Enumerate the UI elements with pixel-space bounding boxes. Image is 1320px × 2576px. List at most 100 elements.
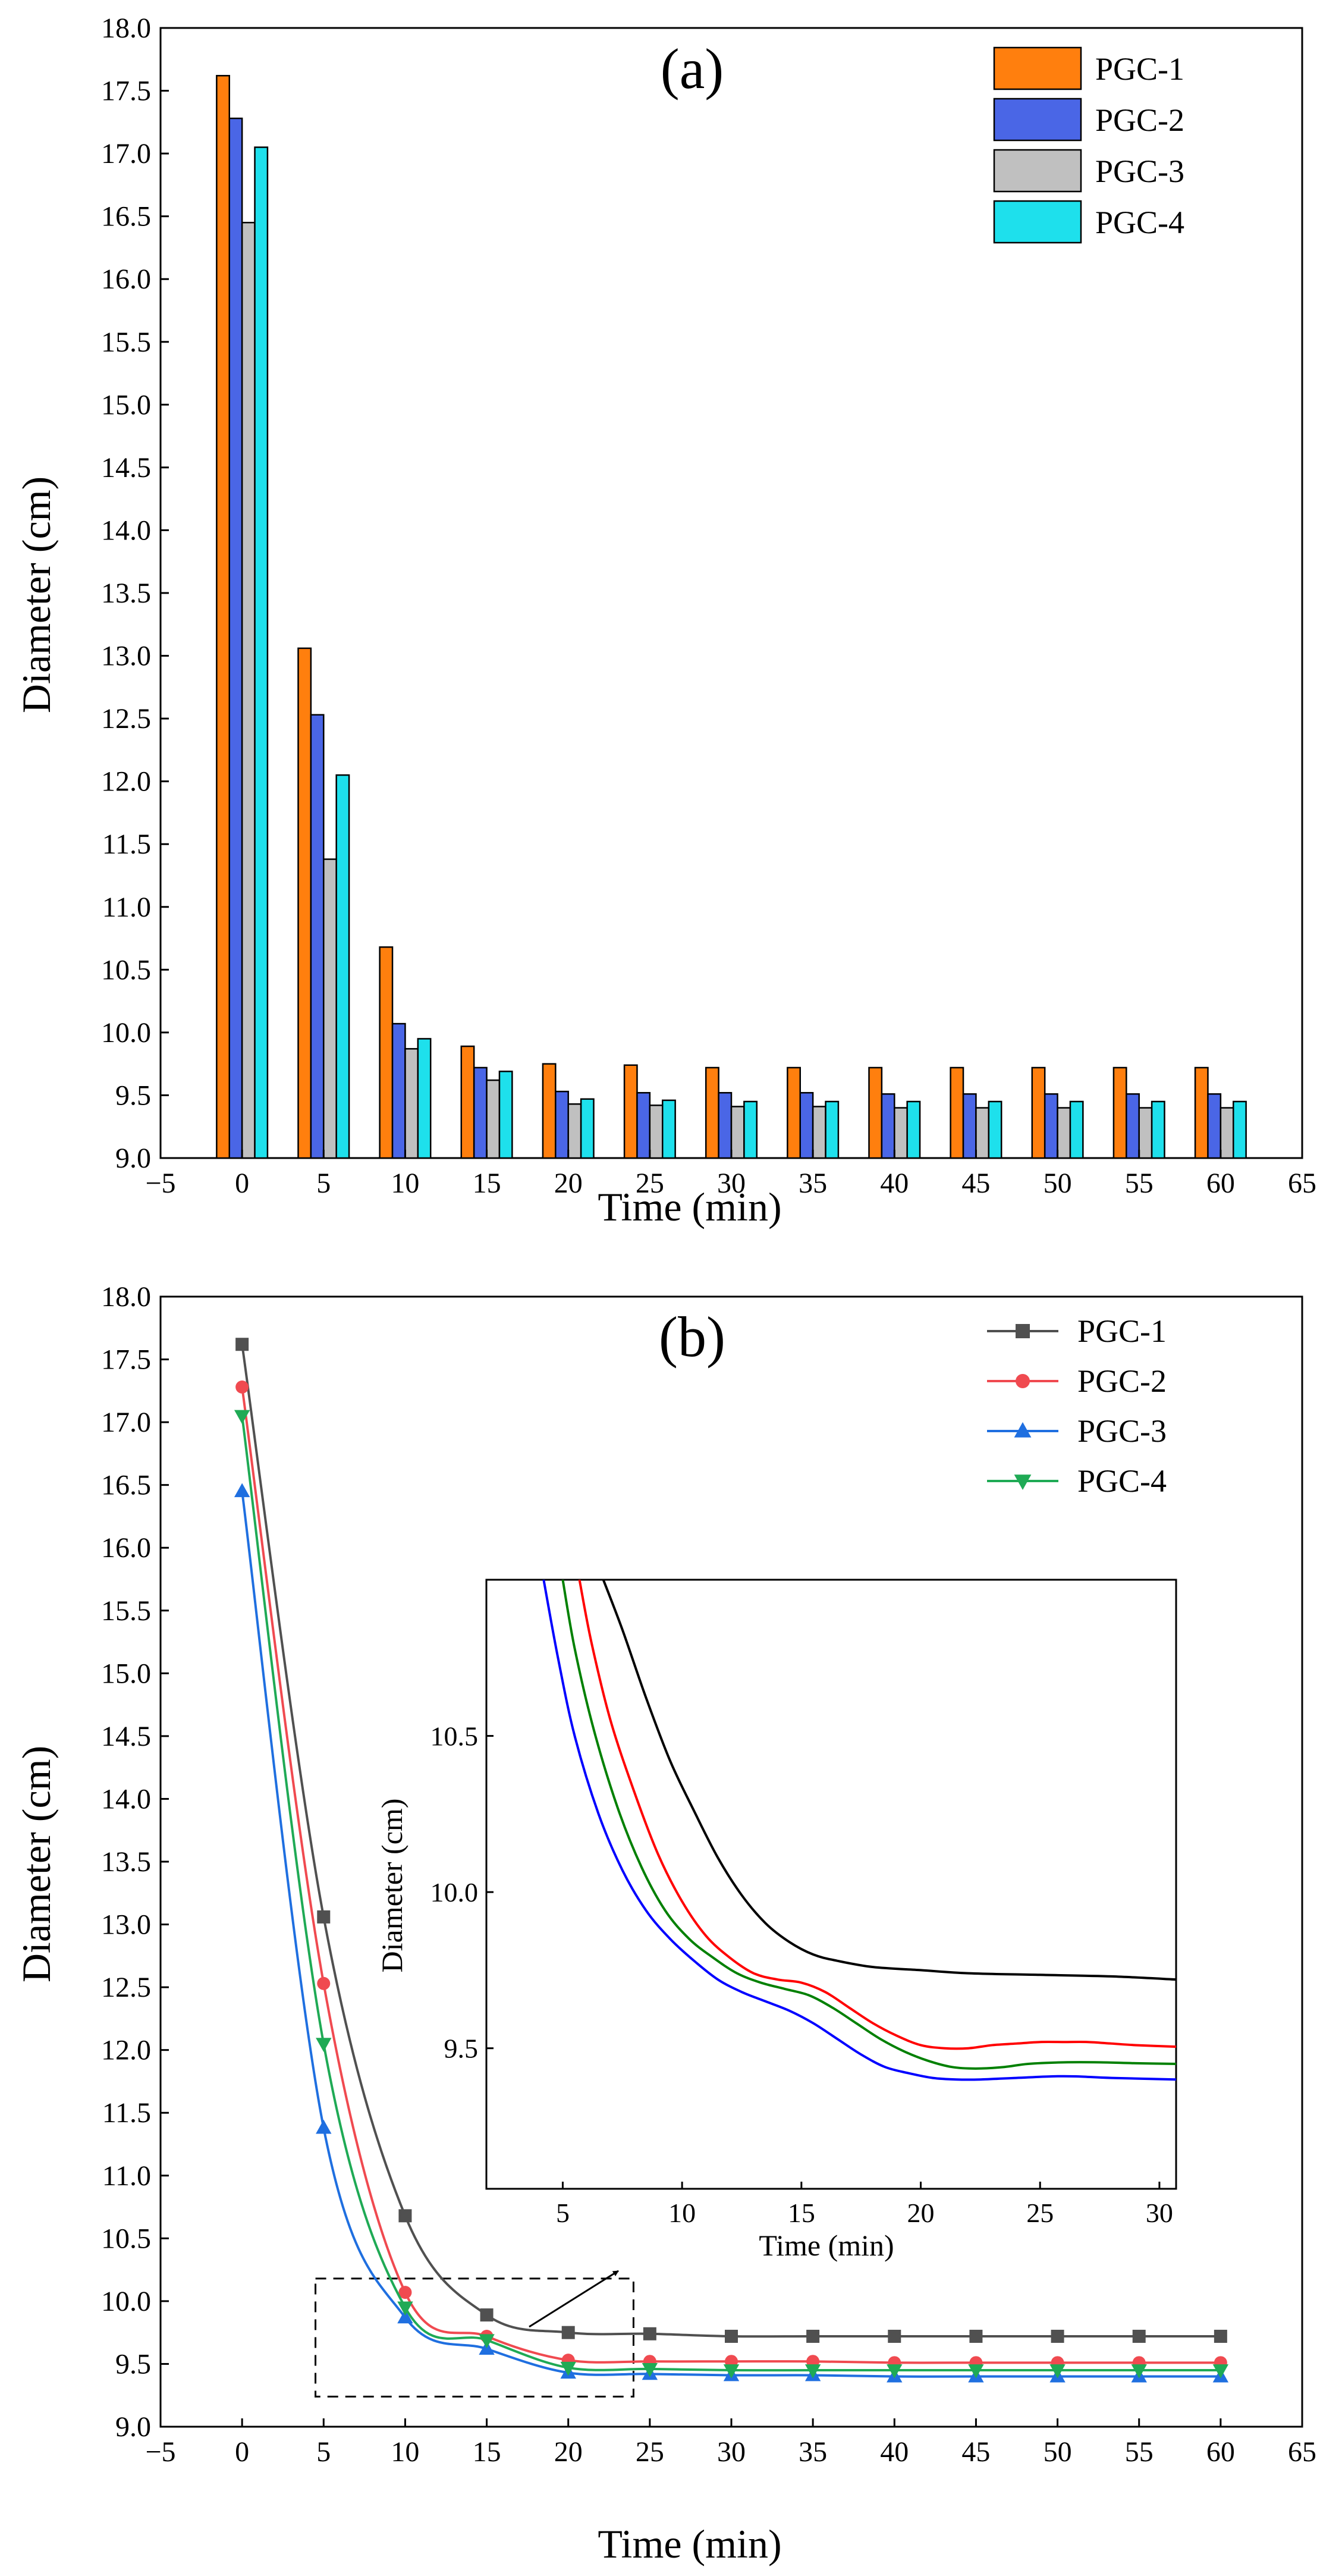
- bar-pgc-1-t40: [868, 1066, 883, 1159]
- bar-pgc-2-t55: [1126, 1093, 1140, 1159]
- bar-pgc-3-t25: [649, 1105, 664, 1159]
- b-y-tick-label: 12.5: [101, 1972, 151, 2003]
- legend-label-pgc-2: PGC-2: [1077, 1363, 1167, 1399]
- a-x-tick-label: 60: [1206, 1168, 1235, 1199]
- y-axis-title-a: Diameter (cm): [14, 476, 59, 713]
- a-x-tick-label: 15: [473, 1168, 501, 1199]
- a-y-tick-label: 11.0: [102, 892, 151, 923]
- point-pgc-2-t0: [235, 1380, 249, 1394]
- point-pgc-3-t5: [316, 2119, 332, 2134]
- inset-x-tick-label: 20: [907, 2198, 935, 2228]
- bar-pgc-4-t50: [1069, 1100, 1084, 1159]
- a-y-tick-label: 9.5: [115, 1080, 151, 1111]
- point-pgc-4-t10: [397, 2301, 413, 2316]
- point-pgc-4-t15: [479, 2334, 495, 2349]
- legend-label-pgc-3: PGC-3: [1077, 1413, 1167, 1449]
- legend-label-pgc-3: PGC-3: [1095, 153, 1184, 189]
- bar-pgc-1-t25: [623, 1064, 638, 1159]
- y-axis-b: 9.0 9.5 10.0 10.5 11.0 11.5 12.0 12.5 13.0 13.5 14…: [101, 1281, 169, 2443]
- bar-pgc-2-t35: [799, 1091, 814, 1159]
- b-x-tick-label: 50: [1044, 2436, 1072, 2468]
- point-pgc-4-t30: [723, 2364, 740, 2379]
- a-y-tick-label: 14.5: [101, 452, 151, 484]
- legend-marker-pgc-1: [1016, 1324, 1030, 1338]
- bar-pgc-3-t0: [241, 221, 256, 1159]
- legend-swatch-pgc-2: [993, 98, 1082, 142]
- zoom-dashed-rect: [315, 2277, 634, 2398]
- inset-y-axis: 9.5 10.0 10.5: [430, 1721, 494, 2064]
- b-x-tick-label: 55: [1125, 2436, 1154, 2468]
- a-y-tick-label: 14.0: [101, 514, 151, 546]
- a-x-tick-label: −5: [145, 1168, 175, 1199]
- legend-label-pgc-1: PGC-1: [1077, 1313, 1167, 1349]
- bar-pgc-2-t40: [881, 1093, 895, 1159]
- bar-pgc-3-t50: [1057, 1107, 1071, 1159]
- b-x-tick-label: 35: [799, 2436, 827, 2468]
- point-pgc-1-t25: [643, 2327, 656, 2340]
- point-pgc-2-t10: [398, 2286, 412, 2299]
- a-x-tick-label: 10: [391, 1168, 419, 1199]
- point-pgc-1-t5: [317, 1910, 331, 1924]
- bar-pgc-4-t20: [580, 1098, 595, 1159]
- b-y-tick-label: 14.5: [101, 1721, 151, 1752]
- a-x-tick-label: 0: [235, 1168, 249, 1199]
- inset-frame: [485, 1579, 1177, 2190]
- a-y-tick-label: 15.5: [101, 327, 151, 358]
- inset-x-axis-title: Time (min): [759, 2229, 894, 2262]
- b-y-tick-label: 17.5: [101, 1344, 151, 1376]
- a-x-tick-label: 40: [880, 1168, 909, 1199]
- b-x-tick-label: 15: [473, 2436, 501, 2468]
- x-axis-title-b: Time (min): [598, 2521, 781, 2566]
- bar-pgc-1-t30: [705, 1066, 719, 1159]
- bar-pgc-1-t50: [1031, 1066, 1046, 1159]
- bar-pgc-3-t20: [567, 1103, 582, 1159]
- bar-pgc-3-t55: [1138, 1107, 1153, 1159]
- bar-pgc-2-t0: [228, 117, 243, 1159]
- legend-label-pgc-1: PGC-1: [1095, 51, 1184, 87]
- a-x-tick-label: 5: [316, 1168, 331, 1199]
- bar-pgc-4-t60: [1233, 1100, 1247, 1159]
- point-pgc-1-t50: [1051, 2330, 1064, 2343]
- point-pgc-1-t55: [1132, 2330, 1146, 2343]
- inset-curve-pgc-2: [578, 1580, 1176, 2050]
- bar-pgc-4-t45: [988, 1100, 1002, 1159]
- point-pgc-1-t35: [806, 2330, 820, 2343]
- inset-y-tick-label: 10.0: [430, 1877, 479, 1907]
- bar-pgc-2-t45: [962, 1093, 977, 1159]
- bar-pgc-2-t60: [1207, 1093, 1222, 1159]
- b-y-tick-label: 11.0: [102, 2160, 151, 2192]
- bar-pgc-3-t60: [1220, 1107, 1234, 1159]
- b-x-tick-label: 45: [961, 2436, 990, 2468]
- point-pgc-3-t10: [397, 2309, 413, 2324]
- legend-label-pgc-4: PGC-4: [1077, 1463, 1167, 1499]
- point-pgc-4-t20: [560, 2361, 576, 2376]
- bar-pgc-2-t50: [1044, 1093, 1058, 1159]
- b-y-tick-label: 15.5: [101, 1595, 151, 1627]
- bar-group-a: [216, 74, 1247, 1159]
- line-series-group-b: [234, 1338, 1229, 2383]
- bar-pgc-1-t60: [1194, 1066, 1209, 1159]
- zoom-arrow: [529, 2270, 619, 2328]
- bar-pgc-4-t0: [254, 146, 269, 1159]
- inset-y-tick-label: 9.5: [444, 2034, 479, 2064]
- bar-pgc-4-t40: [906, 1100, 921, 1159]
- legend-marker-pgc-4: [1014, 1474, 1032, 1490]
- bar-pgc-2-t20: [555, 1090, 569, 1159]
- y-axis-a: 9.0 9.5 10.0 10.5 11.0 11.5 12.0 12.5 13.0 13.5 14…: [101, 12, 169, 1174]
- bar-pgc-1-t15: [460, 1045, 475, 1159]
- a-y-tick-label: 10.0: [101, 1017, 151, 1049]
- point-pgc-4-t45: [968, 2364, 984, 2379]
- bar-pgc-4-t35: [825, 1100, 840, 1159]
- b-x-tick-label: 0: [235, 2436, 249, 2468]
- bar-pgc-3-t10: [404, 1048, 419, 1159]
- inset-x-tick-label: 10: [668, 2198, 696, 2228]
- b-y-tick-label: 10.5: [101, 2223, 151, 2254]
- a-y-tick-label: 17.0: [101, 138, 151, 170]
- inset-x-tick-label: 30: [1146, 2198, 1173, 2228]
- b-y-tick-label: 17.0: [101, 1407, 151, 1438]
- b-y-tick-label: 13.0: [101, 1909, 151, 1941]
- bar-pgc-3-t5: [323, 858, 337, 1159]
- line-chart-panel-b: −5 0 5 10 15 20 25 30 35 40 45 50 55 60 65 9.0 9.5 10.0 1…: [14, 1281, 1316, 2566]
- bar-pgc-2-t30: [718, 1091, 733, 1159]
